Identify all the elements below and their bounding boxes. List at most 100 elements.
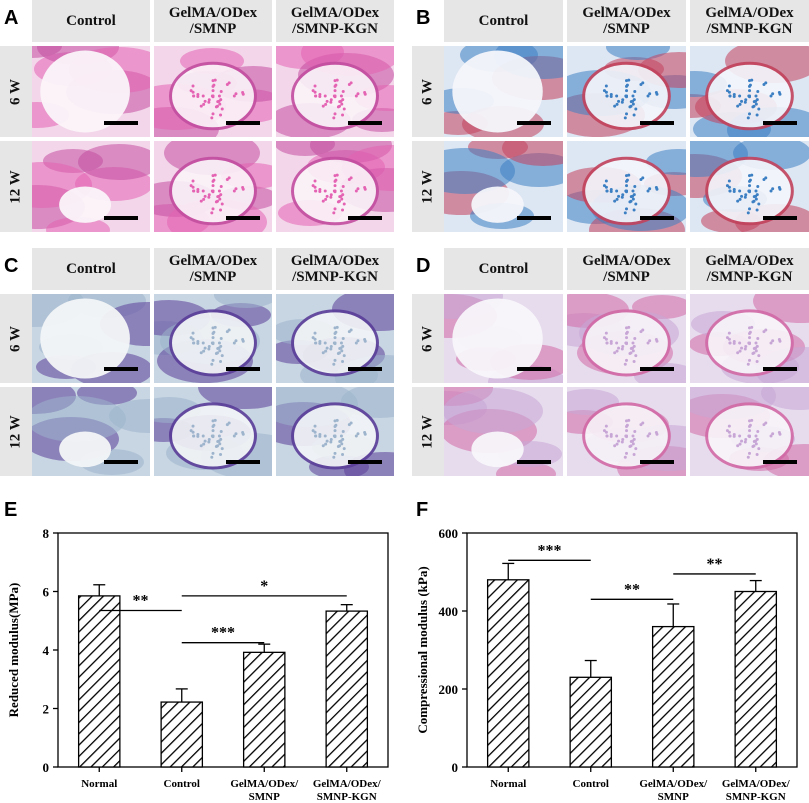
bar bbox=[569, 676, 613, 768]
significance-label: ** bbox=[133, 593, 149, 610]
bar bbox=[160, 701, 204, 768]
row-label: 12 W bbox=[0, 141, 32, 232]
y-tick-label: 0 bbox=[452, 760, 459, 775]
histology-image bbox=[32, 294, 150, 383]
histology-image bbox=[154, 294, 272, 383]
histology-panel-b: B Control GelMA/ODex /SMNP GelMA/ODex /SMN… bbox=[412, 0, 809, 232]
scale-bar bbox=[104, 367, 138, 371]
histology-image bbox=[567, 294, 686, 383]
row-label: 6 W bbox=[412, 294, 444, 383]
row-label-text: 12 W bbox=[419, 169, 436, 204]
row-label: 6 W bbox=[0, 294, 32, 383]
significance-label: *** bbox=[211, 625, 235, 642]
column-header: Control bbox=[32, 248, 150, 290]
bar bbox=[651, 625, 695, 768]
column-header: GelMA/ODex /SMNP-KGN bbox=[690, 248, 809, 290]
scale-bar bbox=[226, 121, 260, 125]
scale-bar bbox=[104, 460, 138, 464]
bar bbox=[242, 651, 286, 768]
histology-image bbox=[690, 387, 809, 476]
column-header: Control bbox=[32, 0, 150, 42]
x-tick-label: Normal bbox=[81, 778, 117, 790]
plot-frame bbox=[466, 532, 798, 768]
panel-label: A bbox=[4, 7, 19, 29]
histology-image bbox=[276, 141, 394, 232]
scale-bar bbox=[640, 460, 674, 464]
scale-bar bbox=[763, 121, 797, 125]
scale-bar bbox=[517, 460, 551, 464]
scale-bar bbox=[104, 121, 138, 125]
x-tick-label: Normal bbox=[490, 778, 526, 790]
scale-bar bbox=[763, 460, 797, 464]
histology-image bbox=[690, 46, 809, 137]
histology-image bbox=[444, 46, 563, 137]
x-tick-label: Control bbox=[164, 778, 200, 790]
scale-bar bbox=[348, 460, 382, 464]
histology-image bbox=[32, 141, 150, 232]
histology-image bbox=[276, 46, 394, 137]
bar bbox=[486, 579, 530, 768]
x-tick-label: SMNP bbox=[249, 791, 280, 803]
histology-panel-d: D Control GelMA/ODex /SMNP GelMA/ODex /SMN… bbox=[412, 248, 809, 476]
histology-image bbox=[567, 46, 686, 137]
row-label-text: 6 W bbox=[7, 325, 24, 352]
significance-label: *** bbox=[538, 542, 562, 559]
significance-label: ** bbox=[624, 581, 640, 598]
column-header: GelMA/ODex /SMNP bbox=[567, 248, 686, 290]
histology-image bbox=[690, 294, 809, 383]
column-header: GelMA/ODex /SMNP bbox=[154, 0, 272, 42]
column-header: GelMA/ODex /SMNP bbox=[567, 0, 686, 42]
x-tick-label: SMNP-KGN bbox=[726, 791, 786, 803]
scale-bar bbox=[763, 216, 797, 220]
row-label: 12 W bbox=[412, 387, 444, 476]
histology-image bbox=[276, 387, 394, 476]
x-tick-label: GelMA/ODex/ bbox=[639, 778, 708, 790]
y-tick-label: 0 bbox=[43, 760, 50, 775]
y-axis-label: Reduced modulus(MPa) bbox=[6, 583, 21, 718]
scale-bar bbox=[104, 216, 138, 220]
row-label: 6 W bbox=[412, 46, 444, 137]
histology-image bbox=[444, 294, 563, 383]
x-tick-label: GelMA/ODex/ bbox=[722, 778, 791, 790]
column-header: GelMA/ODex /SMNP-KGN bbox=[276, 0, 394, 42]
bar-chart-f: 0 200 400 600 Compressional modulus (kPa) Nor… bbox=[415, 526, 798, 803]
column-header: GelMA/ODex /SMNP bbox=[154, 248, 272, 290]
column-header: Control bbox=[444, 248, 563, 290]
panel-label-f: F bbox=[416, 499, 429, 521]
y-axis-label: Compressional modulus (kPa) bbox=[415, 566, 430, 733]
histology-image bbox=[154, 46, 272, 137]
histology-image bbox=[444, 141, 563, 232]
significance-label: ** bbox=[707, 556, 723, 573]
scale-bar bbox=[226, 216, 260, 220]
x-tick-label: GelMA/ODex/ bbox=[313, 778, 382, 790]
y-tick-label: 200 bbox=[439, 682, 459, 697]
panel-label: B bbox=[416, 7, 431, 29]
histology-image bbox=[154, 387, 272, 476]
y-tick-label: 4 bbox=[43, 643, 50, 658]
histology-image bbox=[32, 46, 150, 137]
histology-image bbox=[32, 387, 150, 476]
scale-bar bbox=[348, 216, 382, 220]
bar bbox=[325, 610, 369, 768]
column-header: Control bbox=[444, 0, 563, 42]
row-label: 6 W bbox=[0, 46, 32, 137]
y-tick-label: 8 bbox=[43, 526, 50, 541]
scale-bar bbox=[640, 367, 674, 371]
scale-bar bbox=[517, 367, 551, 371]
column-header: GelMA/ODex /SMNP-KGN bbox=[276, 248, 394, 290]
row-label-text: 6 W bbox=[419, 325, 436, 352]
histology-panel-a: A Control GelMA/ODex /SMNP GelMA/ODex /SMN… bbox=[0, 0, 395, 232]
histology-image bbox=[154, 141, 272, 232]
histology-image bbox=[276, 294, 394, 383]
x-tick-label: GelMA/ODex/ bbox=[230, 778, 299, 790]
scale-bar bbox=[348, 367, 382, 371]
significance-label: * bbox=[260, 578, 268, 595]
histology-image bbox=[444, 387, 563, 476]
y-tick-label: 2 bbox=[43, 702, 50, 717]
scale-bar bbox=[640, 121, 674, 125]
row-label-text: 6 W bbox=[419, 78, 436, 105]
row-label-text: 6 W bbox=[7, 78, 24, 105]
histology-image bbox=[567, 141, 686, 232]
panel-label: C bbox=[4, 255, 19, 277]
row-label: 12 W bbox=[0, 387, 32, 476]
